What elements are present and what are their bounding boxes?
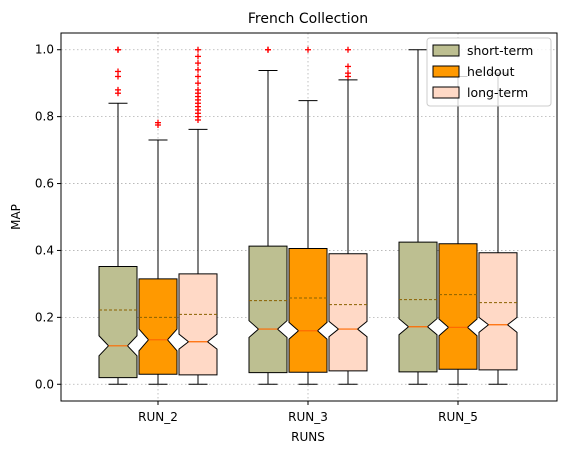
legend-swatch <box>432 65 460 78</box>
chart-title: French Collection <box>248 11 368 27</box>
legend-label: short-term <box>467 43 533 58</box>
box-body <box>288 247 328 373</box>
box-body <box>138 278 178 375</box>
box-long-term-RUN_3 <box>328 46 368 385</box>
box-long-term-RUN_5 <box>478 72 518 385</box>
box-heldout-RUN_2 <box>138 119 178 385</box>
y-tick-label: 0.8 <box>35 110 54 124</box>
box-body <box>178 273 218 376</box>
legend-label: heldout <box>467 64 515 79</box>
box-long-term-RUN_2 <box>178 46 218 385</box>
box-body <box>328 253 368 372</box>
box-body <box>438 243 478 370</box>
box-body <box>98 266 138 379</box>
x-axis-label: RUNS <box>291 430 325 444</box>
legend-swatch <box>432 44 460 57</box>
box-heldout-RUN_5 <box>438 75 478 385</box>
legend: short-term heldout long-term <box>426 37 552 107</box>
ticks-layer: 0.0 0.2 0.4 0.6 0.8 1.0 RUN_2 RUN_3 RUN_5 <box>35 43 478 424</box>
x-tick-label: RUN_2 <box>138 410 178 424</box>
x-tick-label: RUN_3 <box>288 410 328 424</box>
y-tick-label: 0.2 <box>35 310 54 324</box>
y-tick-label: 0.6 <box>35 177 54 191</box>
y-tick-label: 0.4 <box>35 243 54 257</box>
box-heldout-RUN_3 <box>288 46 328 385</box>
box-body <box>478 252 518 371</box>
legend-swatch <box>432 86 460 99</box>
box-short-term-RUN_2 <box>98 46 138 385</box>
y-tick-label: 1.0 <box>35 43 54 57</box>
boxes-layer <box>98 46 518 385</box>
y-tick-label: 0.0 <box>35 377 54 391</box>
legend-label: long-term <box>467 85 528 100</box>
box-body <box>248 245 288 374</box>
box-short-term-RUN_3 <box>248 46 288 385</box>
plot-frame <box>60 32 558 402</box>
y-axis-label: MAP <box>9 204 23 230</box>
box-short-term-RUN_5 <box>398 49 438 385</box>
box-body <box>398 241 438 373</box>
x-tick-label: RUN_5 <box>438 410 478 424</box>
